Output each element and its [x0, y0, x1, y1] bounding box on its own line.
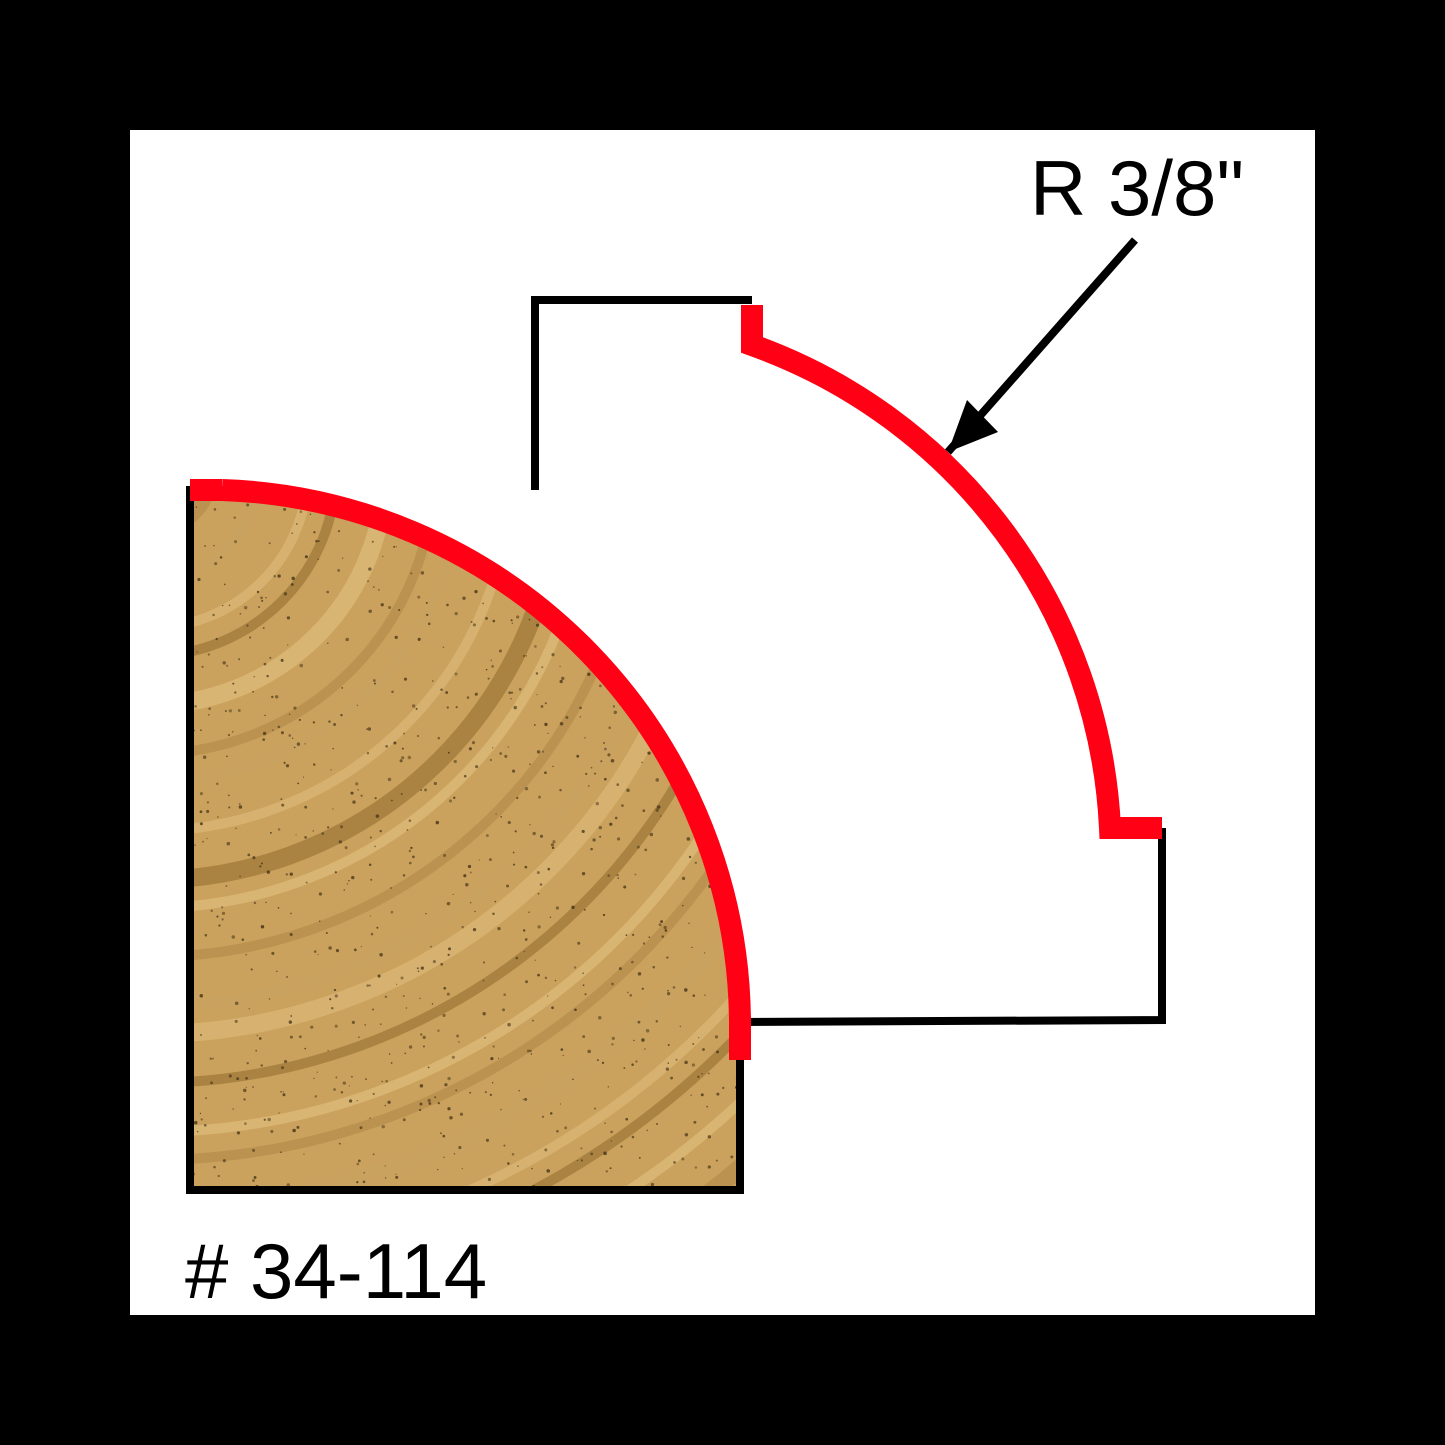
radius-label: R 3/8"	[1030, 144, 1244, 232]
part-number-label: # 34-114	[185, 1227, 487, 1315]
